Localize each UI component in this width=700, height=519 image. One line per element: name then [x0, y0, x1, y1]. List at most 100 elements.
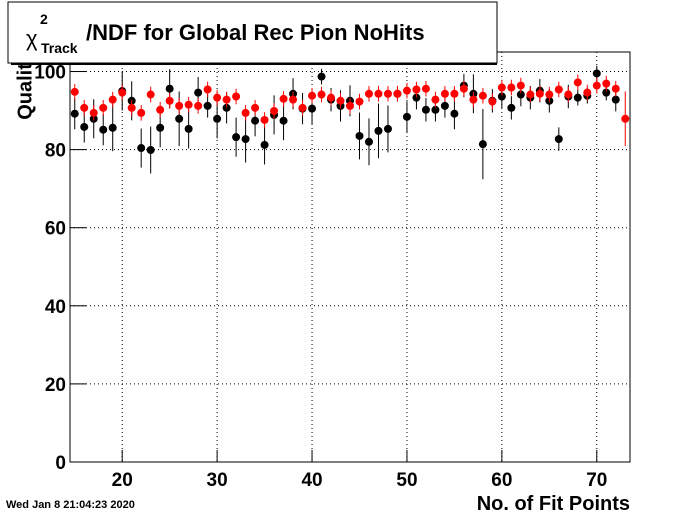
- data-point: [80, 122, 89, 131]
- data-point: [478, 140, 487, 149]
- data-point: [516, 81, 525, 90]
- data-point: [431, 95, 440, 104]
- data-point: [298, 103, 307, 112]
- data-point: [364, 89, 373, 98]
- data-point: [89, 108, 98, 117]
- data-point: [592, 69, 601, 78]
- data-point: [70, 87, 79, 96]
- x-tick-label: 50: [396, 470, 417, 491]
- data-point: [213, 93, 222, 102]
- data-point: [317, 72, 326, 81]
- title-box: [7, 1, 498, 64]
- data-point: [232, 133, 241, 142]
- data-point: [203, 85, 212, 94]
- timestamp: Wed Jan 8 21:04:23 2020: [6, 499, 135, 511]
- data-point: [146, 90, 155, 99]
- data-point: [592, 81, 601, 90]
- data-point: [279, 116, 288, 125]
- data-point: [611, 84, 620, 93]
- data-point: [374, 89, 383, 98]
- data-point: [308, 91, 317, 100]
- data-point: [402, 86, 411, 95]
- data-point: [232, 92, 241, 101]
- data-point: [355, 131, 364, 140]
- data-point: [478, 91, 487, 100]
- data-point: [108, 123, 117, 132]
- data-point: [374, 126, 383, 135]
- x-tick-label: 40: [301, 470, 322, 491]
- data-point: [336, 96, 345, 105]
- data-point: [241, 135, 250, 144]
- data-point: [156, 105, 165, 114]
- data-point: [545, 90, 554, 99]
- data-point: [383, 124, 392, 133]
- data-point: [127, 103, 136, 112]
- data-point: [516, 90, 525, 99]
- data-point: [602, 88, 611, 97]
- title-text: /NDF for Global Rec Pion NoHits: [86, 20, 425, 45]
- x-axis-label: No. of Fit Points: [477, 493, 630, 514]
- data-point: [583, 88, 592, 97]
- y-tick-label: 80: [45, 141, 66, 162]
- data-point: [355, 97, 364, 106]
- data-point: [251, 116, 260, 125]
- title-superscript: 2: [40, 11, 48, 27]
- x-tick-label: 60: [491, 470, 512, 491]
- data-point: [194, 88, 203, 97]
- data-point: [573, 93, 582, 102]
- data-point: [99, 103, 108, 112]
- data-point: [184, 124, 193, 133]
- data-point: [440, 89, 449, 98]
- data-point: [184, 100, 193, 109]
- data-point: [383, 89, 392, 98]
- data-point: [412, 85, 421, 94]
- data-point: [440, 101, 449, 110]
- data-point: [488, 97, 497, 106]
- data-point: [317, 90, 326, 99]
- data-point: [251, 103, 260, 112]
- data-point: [573, 78, 582, 87]
- data-point: [526, 90, 535, 99]
- x-tick-label: 70: [586, 470, 607, 491]
- data-point: [194, 101, 203, 110]
- data-point: [611, 95, 620, 104]
- data-point: [241, 108, 250, 117]
- x-tick-label: 30: [207, 470, 228, 491]
- x-tick-label: 20: [112, 470, 133, 491]
- data-point: [450, 109, 459, 118]
- data-point: [507, 103, 516, 112]
- data-point: [364, 137, 373, 146]
- data-point: [222, 103, 231, 112]
- data-point: [260, 140, 269, 149]
- data-point: [554, 85, 563, 94]
- data-point: [165, 84, 174, 93]
- data-point: [554, 135, 563, 144]
- title-subscript: Track: [41, 40, 78, 56]
- data-point: [421, 84, 430, 93]
- y-tick-label: 20: [45, 375, 66, 396]
- data-point: [402, 112, 411, 121]
- data-point: [289, 95, 298, 104]
- data-point: [270, 106, 279, 115]
- data-point: [213, 114, 222, 123]
- data-point: [450, 89, 459, 98]
- data-point: [70, 109, 79, 118]
- y-tick-label: 60: [45, 219, 66, 240]
- data-point: [156, 123, 165, 132]
- data-point: [412, 93, 421, 102]
- data-point: [497, 92, 506, 101]
- data-point: [469, 95, 478, 104]
- data-point: [175, 114, 184, 123]
- data-point: [507, 83, 516, 92]
- data-point: [165, 96, 174, 105]
- data-point: [327, 93, 336, 102]
- data-point: [564, 90, 573, 99]
- data-point: [175, 101, 184, 110]
- data-point: [203, 101, 212, 110]
- data-point: [108, 95, 117, 104]
- data-point: [308, 104, 317, 113]
- data-point: [459, 84, 468, 93]
- axes: 20 30 40 50 60 70 0 20 40 60 80 100: [34, 63, 607, 491]
- data-point: [431, 105, 440, 114]
